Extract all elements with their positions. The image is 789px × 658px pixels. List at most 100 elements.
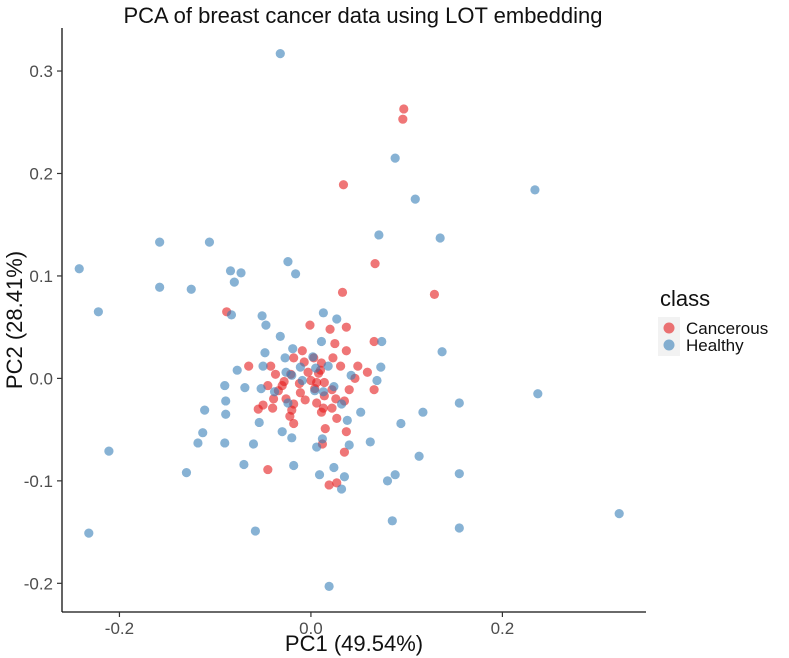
point-cancerous[interactable] <box>344 385 354 395</box>
point-healthy[interactable] <box>435 233 445 243</box>
point-cancerous[interactable] <box>279 376 289 387</box>
point-healthy[interactable] <box>297 375 307 386</box>
point-healthy[interactable] <box>311 363 321 373</box>
point-cancerous[interactable] <box>330 338 340 349</box>
point-healthy[interactable] <box>312 442 322 452</box>
point-cancerous[interactable] <box>339 447 350 457</box>
point-healthy[interactable] <box>229 277 239 287</box>
point-healthy[interactable] <box>193 438 203 448</box>
point-healthy[interactable] <box>332 314 342 324</box>
point-healthy[interactable] <box>181 468 192 478</box>
legend-item-healthy[interactable]: Healthy <box>658 334 744 356</box>
point-healthy[interactable] <box>336 399 347 409</box>
point-cancerous[interactable] <box>266 361 276 371</box>
point-healthy[interactable] <box>329 462 339 473</box>
point-healthy[interactable] <box>280 353 290 363</box>
point-healthy[interactable] <box>324 581 334 591</box>
point-healthy[interactable] <box>365 437 375 447</box>
point-cancerous[interactable] <box>369 385 379 395</box>
point-healthy[interactable] <box>275 49 285 59</box>
point-healthy[interactable] <box>390 153 400 163</box>
point-cancerous[interactable] <box>362 367 373 377</box>
point-healthy[interactable] <box>104 446 114 456</box>
point-healthy[interactable] <box>260 348 270 358</box>
point-healthy[interactable] <box>239 459 249 470</box>
point-cancerous[interactable] <box>297 346 307 356</box>
point-healthy[interactable] <box>221 409 231 419</box>
point-healthy[interactable] <box>374 230 384 240</box>
point-healthy[interactable] <box>295 362 305 372</box>
point-cancerous[interactable] <box>327 403 337 413</box>
point-healthy[interactable] <box>261 320 271 330</box>
point-healthy[interactable] <box>200 405 210 415</box>
point-cancerous[interactable] <box>285 411 295 421</box>
point-healthy[interactable] <box>310 386 320 396</box>
point-healthy[interactable] <box>155 237 165 247</box>
point-healthy[interactable] <box>533 389 543 399</box>
point-healthy[interactable] <box>454 469 464 479</box>
point-healthy[interactable] <box>336 484 347 494</box>
point-healthy[interactable] <box>221 396 231 406</box>
point-healthy[interactable] <box>372 375 382 386</box>
legend-item-cancerous[interactable]: Cancerous <box>658 317 768 339</box>
point-healthy[interactable] <box>236 268 246 278</box>
point-healthy[interactable] <box>250 526 260 536</box>
point-cancerous[interactable] <box>270 369 281 379</box>
point-healthy[interactable] <box>317 434 328 444</box>
point-healthy[interactable] <box>254 417 264 428</box>
point-cancerous[interactable] <box>289 353 299 363</box>
point-cancerous[interactable] <box>303 367 313 377</box>
point-healthy[interactable] <box>204 237 215 247</box>
point-cancerous[interactable] <box>263 464 273 475</box>
point-healthy[interactable] <box>323 361 333 371</box>
point-cancerous[interactable] <box>268 403 278 413</box>
point-cancerous[interactable] <box>429 289 440 299</box>
point-healthy[interactable] <box>275 331 285 341</box>
point-healthy[interactable] <box>437 347 447 357</box>
point-cancerous[interactable] <box>370 259 380 269</box>
point-cancerous[interactable] <box>399 104 409 114</box>
point-cancerous[interactable] <box>353 361 363 371</box>
point-cancerous[interactable] <box>244 361 254 371</box>
point-healthy[interactable] <box>287 433 297 443</box>
point-healthy[interactable] <box>186 284 196 294</box>
point-healthy[interactable] <box>220 438 230 448</box>
point-healthy[interactable] <box>288 344 298 354</box>
point-healthy[interactable] <box>226 310 237 320</box>
point-healthy[interactable] <box>308 352 318 362</box>
point-healthy[interactable] <box>277 427 287 437</box>
point-healthy[interactable] <box>281 367 291 377</box>
point-healthy[interactable] <box>418 407 428 417</box>
point-healthy[interactable] <box>248 439 259 449</box>
point-healthy[interactable] <box>454 398 464 408</box>
point-healthy[interactable] <box>376 362 386 372</box>
point-healthy[interactable] <box>318 308 328 318</box>
point-cancerous[interactable] <box>305 320 315 330</box>
point-healthy[interactable] <box>316 336 327 347</box>
point-healthy[interactable] <box>84 528 94 538</box>
point-healthy[interactable] <box>269 387 280 397</box>
point-cancerous[interactable] <box>369 336 379 347</box>
point-cancerous[interactable] <box>295 388 305 398</box>
point-healthy[interactable] <box>232 365 242 375</box>
point-healthy[interactable] <box>342 415 352 426</box>
point-cancerous[interactable] <box>312 398 322 408</box>
point-cancerous[interactable] <box>332 413 342 423</box>
point-cancerous[interactable] <box>341 346 351 356</box>
point-healthy[interactable] <box>356 407 366 417</box>
point-cancerous[interactable] <box>341 427 351 437</box>
point-cancerous[interactable] <box>320 424 330 434</box>
point-healthy[interactable] <box>339 472 350 482</box>
point-healthy[interactable] <box>390 470 400 480</box>
point-healthy[interactable] <box>344 440 354 450</box>
point-healthy[interactable] <box>225 266 236 276</box>
point-healthy[interactable] <box>414 451 424 461</box>
point-healthy[interactable] <box>289 460 299 471</box>
point-healthy[interactable] <box>318 387 328 397</box>
point-cancerous[interactable] <box>325 324 335 334</box>
point-cancerous[interactable] <box>289 418 299 429</box>
point-healthy[interactable] <box>346 370 356 380</box>
point-cancerous[interactable] <box>328 353 338 363</box>
point-healthy[interactable] <box>240 383 250 393</box>
point-healthy[interactable] <box>387 516 397 526</box>
